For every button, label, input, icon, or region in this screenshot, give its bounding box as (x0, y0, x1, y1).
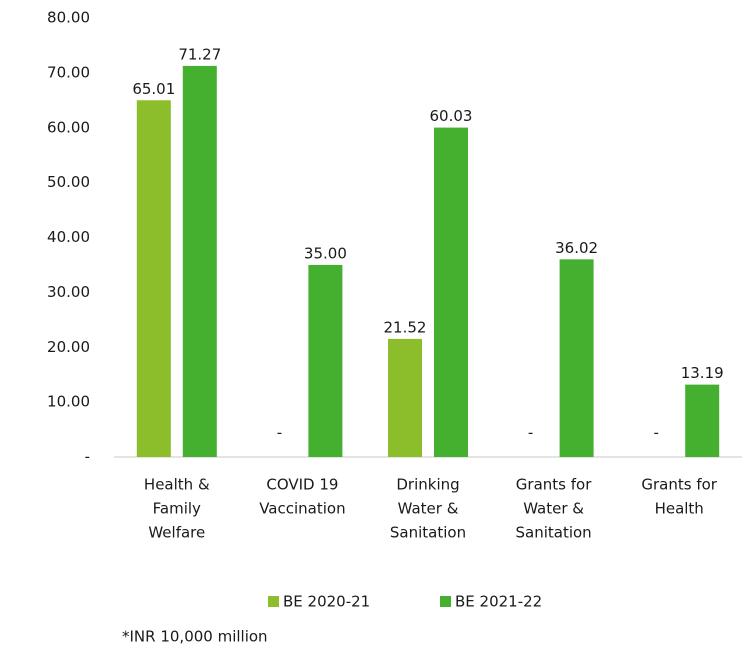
x-tick-label: Family (153, 500, 201, 518)
x-tick-label: Water & (398, 500, 459, 518)
bar (559, 259, 594, 457)
value-label: 65.01 (132, 80, 175, 98)
y-tick-label: 40.00 (47, 228, 90, 246)
y-tick-label: 50.00 (47, 173, 90, 191)
y-tick-label: 80.00 (47, 9, 90, 27)
y-tick-label: 70.00 (47, 63, 90, 81)
bar (434, 127, 468, 457)
value-label: 71.27 (178, 45, 221, 63)
value-label: 60.03 (430, 107, 473, 125)
bar (308, 264, 343, 457)
bar (388, 338, 422, 457)
value-label: 13.19 (681, 364, 724, 382)
value-label: 36.02 (555, 239, 598, 257)
x-tick-label: Welfare (148, 524, 205, 542)
x-tick-label: Health (655, 500, 704, 518)
value-label: 21.52 (384, 318, 427, 336)
value-label: 35.00 (304, 244, 347, 262)
y-tick-label: 20.00 (47, 338, 90, 356)
x-tick-label: Water & (523, 500, 584, 518)
x-tick-label: Sanitation (390, 524, 466, 542)
x-tick-label: Vaccination (259, 500, 345, 518)
value-label: - (528, 424, 533, 442)
legend-swatch (268, 596, 279, 607)
legend-label: BE 2020-21 (283, 593, 370, 611)
x-tick-label: Grants for (641, 476, 717, 494)
bar (685, 384, 720, 457)
y-tick-label: - (85, 448, 90, 466)
value-label: - (277, 424, 282, 442)
y-tick-label: 60.00 (47, 118, 90, 136)
x-tick-label: Drinking (396, 476, 459, 494)
footnote: *INR 10,000 million (122, 628, 268, 646)
value-label: - (653, 424, 658, 442)
x-tick-label: COVID 19 (266, 476, 338, 494)
legend-label: BE 2021-22 (455, 593, 542, 611)
x-tick-label: Health & (144, 476, 210, 494)
y-tick-label: 10.00 (47, 393, 90, 411)
legend-swatch (440, 596, 451, 607)
bar (136, 100, 171, 457)
x-tick-label: Sanitation (515, 524, 591, 542)
y-tick-label: 30.00 (47, 283, 90, 301)
x-tick-label: Grants for (516, 476, 592, 494)
bar (182, 65, 217, 457)
